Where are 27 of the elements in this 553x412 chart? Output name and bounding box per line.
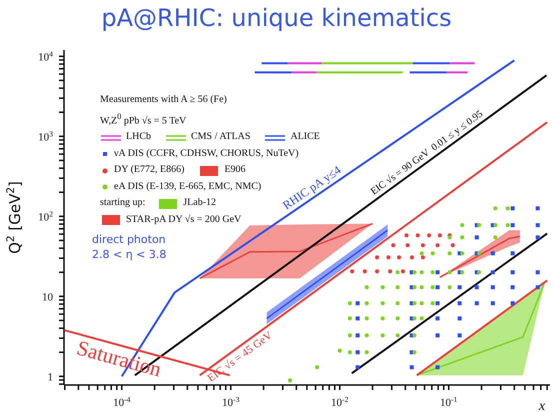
legend-label: ALICE xyxy=(290,130,320,144)
legend-label: E906 xyxy=(224,163,246,178)
y-tick-label: 10$^{4}$ xyxy=(38,48,54,64)
x-tick-label: 10$^{-1}$ xyxy=(440,394,458,409)
y-tick-label: 1 xyxy=(48,371,53,384)
x-tick-label: 10$^{-4}$ xyxy=(113,394,131,409)
y-tick-label: 10$^{2}$ xyxy=(38,208,54,224)
legend-label: JLab-12 xyxy=(183,196,216,210)
chart-title: pA@RHIC: unique kinematics xyxy=(100,4,453,32)
y-tick-label: 10$^{3}$ xyxy=(38,128,54,144)
x-axis-title: x xyxy=(538,399,546,412)
legend-label: LHCb xyxy=(126,130,151,144)
legend-label: DY (E772, E866) xyxy=(114,163,184,178)
text: EIC √s = 90 GeV 0.01 ≤ y ≤ 0.95 xyxy=(368,108,485,198)
y-tick-label: 10 xyxy=(42,291,54,304)
x-tick-label: 10$^{-3}$ xyxy=(222,394,240,409)
legend-label: eA DIS (E-139, E-665, EMC, NMC) xyxy=(114,180,262,194)
x-tick-label: 10$^{-2}$ xyxy=(331,394,349,409)
annotation: W,Z$^{0}$ pPb √s = 5 TeV xyxy=(100,110,188,128)
legend-label: STAR-pA DY √s = 200 GeV xyxy=(126,212,242,227)
text: Saturation xyxy=(74,335,164,382)
annotation: starting up: xyxy=(100,196,146,210)
legend-title: Measurements with A ≥ 56 (Fe) xyxy=(100,93,228,107)
annotation: 2.8 < η < 3.8 xyxy=(92,247,166,262)
legend-label: CMS / ATLAS xyxy=(191,130,250,144)
annotation: direct photon xyxy=(92,232,166,247)
legend-label: νA DIS (CCFR, CDHSW, CHORUS, NuTeV) xyxy=(114,146,299,161)
